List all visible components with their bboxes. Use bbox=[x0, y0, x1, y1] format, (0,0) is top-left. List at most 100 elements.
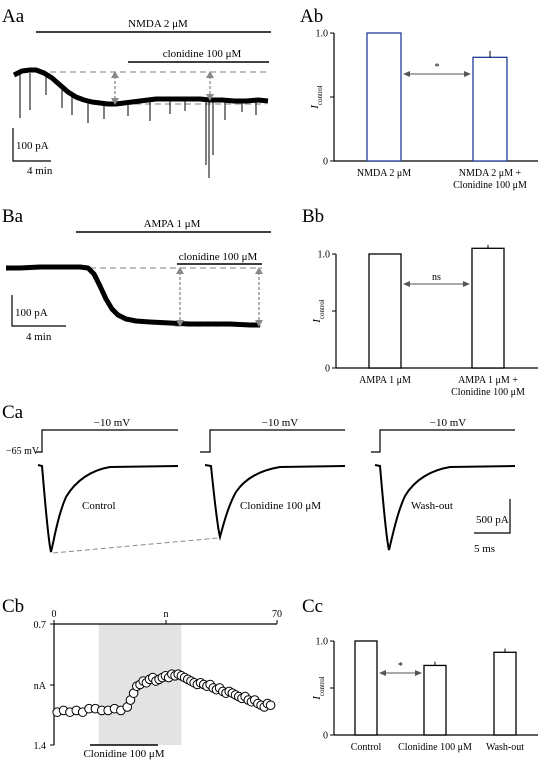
category-label: Wash-out bbox=[486, 742, 524, 753]
bar bbox=[366, 32, 402, 162]
panel-ba: Ba AMPA 1 μM clonidine 100 μM 100 pA 4 m… bbox=[2, 206, 271, 343]
category-label: NMDA 2 μM bbox=[357, 168, 411, 179]
ca-scale-time: 5 ms bbox=[474, 543, 495, 555]
ba-scale-time: 4 min bbox=[26, 331, 52, 343]
significance-label: ns bbox=[432, 272, 441, 283]
current-trace-clonidine bbox=[204, 464, 346, 541]
y-tick-label: 0 bbox=[325, 364, 330, 375]
clonidine-bar-label: clonidine 100 μM bbox=[179, 251, 258, 263]
arrowhead-down bbox=[111, 98, 119, 105]
nmda-bar-label: NMDA 2 μM bbox=[128, 18, 188, 30]
y-tick-label: 1.0 bbox=[316, 637, 329, 648]
cb-y-tick-label: nA bbox=[34, 681, 47, 692]
panel-bb: Bb 0 1.0 Icontrol AMPA 1 μM AMPA 1 μM +Cloni… bbox=[302, 206, 538, 398]
panel-ab: Ab 0 1.0 Icontrol NMDA 2 μM NMDA 2 μM +Cloni… bbox=[300, 6, 538, 191]
ca-scale-bar bbox=[474, 499, 511, 534]
step-label: −10 mV bbox=[262, 417, 299, 429]
arrowhead-up bbox=[176, 267, 184, 274]
panel-label-ca: Ca bbox=[2, 402, 24, 423]
cb-data-points bbox=[52, 669, 276, 717]
step-label: −10 mV bbox=[94, 417, 131, 429]
current-trace-control bbox=[37, 464, 179, 553]
category-label: Clonidine 100 μM bbox=[451, 387, 525, 398]
chart-ab: 0 1.0 Icontrol NMDA 2 μM NMDA 2 μM +Clonidin… bbox=[309, 29, 538, 191]
y-axis-label: Icontrol bbox=[311, 676, 326, 701]
panel-label-bb: Bb bbox=[302, 206, 324, 227]
voltage-step-protocol bbox=[371, 429, 515, 453]
y-tick-label: 0 bbox=[323, 731, 328, 742]
condition-label: Control bbox=[82, 500, 116, 512]
data-point bbox=[265, 700, 276, 711]
panel-label-cb: Cb bbox=[2, 596, 24, 617]
arrowhead-left bbox=[403, 71, 410, 77]
nmda-current-trace bbox=[12, 67, 269, 107]
panel-ca: Ca −65 mV −10 mV −10 mV −10 mV Control C… bbox=[2, 402, 516, 555]
bar bbox=[423, 664, 447, 736]
cb-x-tick-label: 70 bbox=[272, 609, 282, 620]
clonidine-bar-label: clonidine 100 μM bbox=[163, 48, 242, 60]
arrowhead-left bbox=[379, 670, 386, 676]
panel-cc: Cc 0 1.0 Icontrol Control Clonidine 100 μM Wa… bbox=[302, 596, 538, 753]
chart-cc: 0 1.0 Icontrol Control Clonidine 100 μM Wash-… bbox=[311, 637, 538, 753]
aa-scale-current: 100 pA bbox=[16, 140, 49, 152]
y-tick-label: 0 bbox=[323, 157, 328, 168]
category-label: NMDA 2 μM + bbox=[459, 168, 522, 179]
voltage-step-protocol bbox=[36, 429, 178, 453]
bar bbox=[471, 247, 505, 369]
ca-scale-current: 500 pA bbox=[476, 514, 509, 526]
y-axis-label: Icontrol bbox=[309, 85, 324, 110]
y-axis-label: Icontrol bbox=[311, 299, 326, 324]
y-tick-label: 1.0 bbox=[316, 29, 329, 40]
panel-aa: Aa NMDA 2 μM clonidine 100 μM bbox=[2, 6, 271, 178]
significance-label: * bbox=[435, 62, 440, 73]
step-label: −10 mV bbox=[430, 417, 467, 429]
current-trace-washout bbox=[374, 464, 516, 551]
arrowhead-right bbox=[463, 281, 470, 287]
peak-comparison-line bbox=[52, 537, 219, 554]
arrowhead-up bbox=[206, 71, 214, 78]
chart-bb: 0 1.0 Icontrol AMPA 1 μM AMPA 1 μM +Clonidin… bbox=[311, 244, 538, 398]
ba-amplitude-arrows bbox=[179, 272, 260, 322]
aa-scale-time: 4 min bbox=[27, 165, 53, 177]
holding-potential-label: −65 mV bbox=[6, 446, 40, 457]
y-tick-label: 1.0 bbox=[318, 250, 331, 261]
cb-y-ticks bbox=[50, 623, 54, 746]
category-label: Clonidine 100 μM bbox=[453, 180, 527, 191]
aa-amplitude-arrows bbox=[114, 76, 211, 100]
category-label: AMPA 1 μM + bbox=[458, 375, 518, 386]
panel-label-ab: Ab bbox=[300, 6, 323, 27]
ba-scale-bar bbox=[11, 295, 66, 327]
bar bbox=[368, 253, 402, 369]
ampa-bar-label: AMPA 1 μM bbox=[144, 218, 201, 230]
condition-label: Wash-out bbox=[411, 500, 453, 512]
cb-y-tick-label: 1.4 bbox=[34, 741, 47, 752]
cb-y-tick-label: 0.7 bbox=[34, 620, 47, 631]
bar bbox=[472, 56, 508, 162]
panel-cb: Cb 0 n 70 0.7 nA 1.4 Clonidine 100 μM bbox=[2, 596, 282, 760]
ampa-current-trace bbox=[6, 264, 260, 328]
arrowhead-down bbox=[206, 94, 214, 101]
significance-label: * bbox=[398, 661, 403, 672]
cb-shade-label: Clonidine 100 μM bbox=[83, 748, 164, 760]
bar bbox=[493, 651, 517, 736]
category-label: AMPA 1 μM bbox=[359, 375, 411, 386]
panel-label-ba: Ba bbox=[2, 206, 24, 227]
panel-label-cc: Cc bbox=[302, 596, 323, 617]
aa-scale-bar bbox=[12, 128, 51, 162]
bar bbox=[354, 640, 378, 736]
arrowhead-up bbox=[255, 267, 263, 274]
panel-label-aa: Aa bbox=[2, 6, 25, 27]
condition-label: Clonidine 100 μM bbox=[240, 500, 321, 512]
arrowhead-right bbox=[464, 71, 471, 77]
arrowhead-up bbox=[111, 71, 119, 78]
arrowhead-down bbox=[255, 320, 263, 327]
arrowhead-right bbox=[415, 670, 422, 676]
category-label: Clonidine 100 μM bbox=[398, 742, 472, 753]
cb-x-ticks bbox=[53, 620, 278, 624]
voltage-step-protocol bbox=[200, 429, 345, 453]
ba-scale-current: 100 pA bbox=[15, 307, 48, 319]
arrowhead-left bbox=[403, 281, 410, 287]
cb-x-tick-label: 0 bbox=[52, 609, 57, 620]
cb-x-tick-label: n bbox=[164, 609, 169, 620]
